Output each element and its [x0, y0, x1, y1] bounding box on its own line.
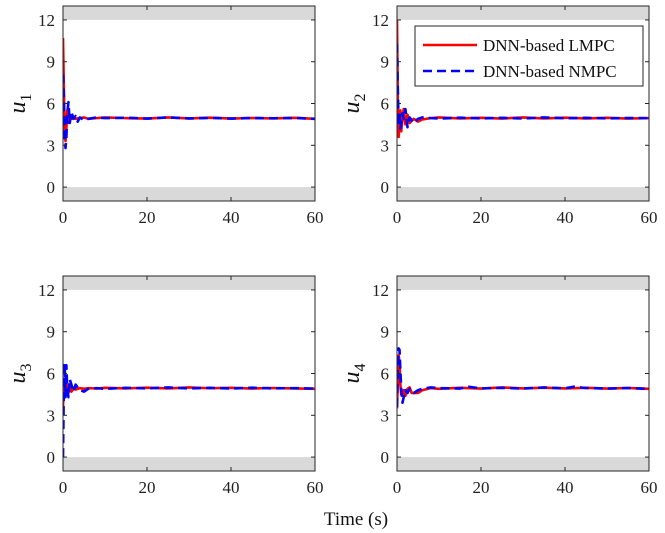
x-tick-label: 20	[139, 478, 156, 497]
x-tick-label: 40	[557, 478, 574, 497]
x-tick-label: 60	[641, 478, 658, 497]
y-label-base: u	[339, 102, 365, 114]
upper-bound-band	[63, 6, 315, 20]
x-tick-label: 40	[223, 208, 240, 227]
y-tick-label: 3	[381, 406, 390, 425]
x-tick-label: 60	[641, 208, 658, 227]
y-tick-label: 3	[381, 136, 390, 155]
y-tick-label: 3	[47, 406, 56, 425]
x-tick-label: 0	[393, 208, 402, 227]
y-label-base: u	[339, 372, 365, 384]
y-tick-label: 3	[47, 136, 56, 155]
lower-bound-band	[397, 187, 649, 201]
x-tick-label: 0	[59, 478, 68, 497]
y-tick-label: 9	[381, 323, 390, 342]
x-tick-label: 60	[307, 478, 324, 497]
plot-area	[63, 276, 315, 471]
subplot-4: 0 20 40 60 0 3 6 9 12 u4	[339, 275, 658, 497]
x-tick-label: 60	[307, 208, 324, 227]
series-nmpc-line	[63, 362, 315, 458]
y-tick-label: 6	[47, 95, 56, 114]
y-tick-label: 12	[372, 11, 389, 30]
legend-label-nmpc: DNN-based NMPC	[483, 62, 617, 81]
lower-bound-band	[397, 457, 649, 471]
y-label-base: u	[5, 102, 31, 114]
legend-label-lmpc: DNN-based LMPC	[483, 36, 615, 55]
lower-bound-band	[63, 457, 315, 471]
y-tick-label: 9	[47, 53, 56, 72]
x-tick-label: 0	[393, 478, 402, 497]
y-tick-label: 12	[38, 281, 55, 300]
y-tick-label: 0	[47, 178, 56, 197]
lower-bound-band	[63, 187, 315, 201]
x-axis-label: Time (s)	[324, 509, 388, 530]
upper-bound-band	[63, 276, 315, 290]
x-tick-label: 0	[59, 208, 68, 227]
x-tick-label: 20	[473, 208, 490, 227]
x-tick-label: 40	[557, 208, 574, 227]
y-tick-label: 6	[381, 95, 390, 114]
subplot-1: 0 20 40 60 0 3 6 9 12 u1	[5, 5, 324, 227]
x-tick-label: 20	[139, 208, 156, 227]
series-nmpc-line	[397, 347, 649, 407]
y-label-subscript: 4	[352, 364, 369, 372]
y-tick-label: 9	[381, 53, 390, 72]
y-tick-label: 6	[381, 365, 390, 384]
y-label-subscript: 2	[352, 94, 369, 102]
y-label-base: u	[5, 372, 31, 384]
upper-bound-band	[397, 6, 649, 20]
y-tick-label: 9	[47, 323, 56, 342]
y-axis-label: u2	[339, 94, 369, 114]
upper-bound-band	[397, 276, 649, 290]
legend: DNN-based LMPC DNN-based NMPC	[414, 25, 644, 87]
y-tick-label: 12	[372, 281, 389, 300]
legend-box	[414, 25, 644, 87]
y-tick-label: 0	[47, 448, 56, 467]
series-nmpc-line	[397, 43, 649, 130]
y-axis-label: u3	[5, 364, 35, 384]
y-label-subscript: 3	[18, 364, 35, 372]
y-tick-label: 12	[38, 11, 55, 30]
y-tick-label: 0	[381, 178, 390, 197]
series-nmpc-line	[63, 74, 315, 150]
y-label-subscript: 1	[18, 94, 35, 102]
y-tick-label: 0	[381, 448, 390, 467]
y-axis-label: u1	[5, 94, 35, 114]
plot-area	[63, 6, 315, 201]
x-tick-label: 40	[223, 478, 240, 497]
y-tick-label: 6	[47, 365, 56, 384]
x-tick-label: 20	[473, 478, 490, 497]
plot-area	[397, 276, 649, 471]
y-axis-label: u4	[339, 364, 369, 384]
